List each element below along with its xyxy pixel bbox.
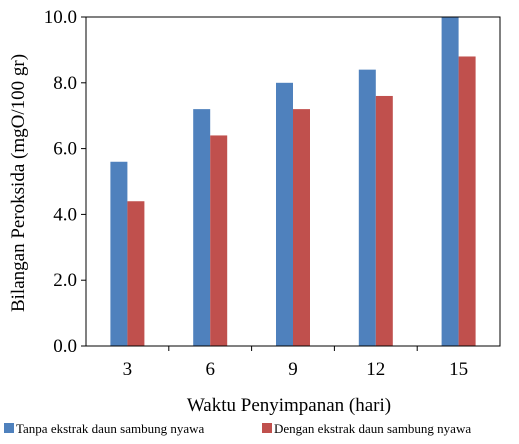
y-axis-title: Bilangan Peroksida (mgO/100 gr)	[8, 54, 29, 312]
legend-label: Tanpa ekstrak daun sambung nyawa	[16, 421, 204, 436]
y-tick-label: 4.0	[53, 204, 77, 225]
plot-frame	[85, 16, 501, 347]
x-tick-label: 6	[205, 359, 215, 380]
bar-tanpa-15	[441, 17, 459, 346]
legend-swatch	[4, 423, 14, 433]
bar-tanpa-12	[358, 69, 376, 346]
legend-label: Dengan ekstrak daun sambung nyawa	[274, 421, 471, 436]
plot-area: 0.0 2.0 4.0 6.0 8.0 10.0 3 6 9 12 15	[44, 7, 501, 380]
legend: Tanpa ekstrak daun sambung nyawa Dengan e…	[4, 421, 471, 436]
bar-tanpa-6	[193, 109, 211, 347]
y-tick-label: 8.0	[53, 73, 77, 94]
x-tick-label: 12	[366, 359, 385, 380]
x-tick-label: 9	[288, 359, 298, 380]
y-tick-label: 0.0	[53, 336, 77, 357]
y-tick-label: 6.0	[53, 139, 77, 160]
x-tick-label: 3	[123, 359, 133, 380]
bar-dengan-12	[375, 95, 393, 347]
legend-swatch	[262, 423, 272, 433]
bar-dengan-3	[127, 201, 145, 346]
y-tick-label: 2.0	[53, 270, 77, 291]
x-axis-title: Waktu Penyimpanan (hari)	[187, 395, 391, 416]
y-tick-label: 10.0	[44, 7, 77, 28]
bar-dengan-9	[293, 109, 310, 347]
x-tick-label: 15	[449, 359, 468, 380]
bar-dengan-6	[210, 135, 228, 346]
bar-tanpa-3	[110, 161, 128, 346]
bar-tanpa-9	[276, 82, 293, 347]
bar-dengan-15	[458, 56, 476, 346]
